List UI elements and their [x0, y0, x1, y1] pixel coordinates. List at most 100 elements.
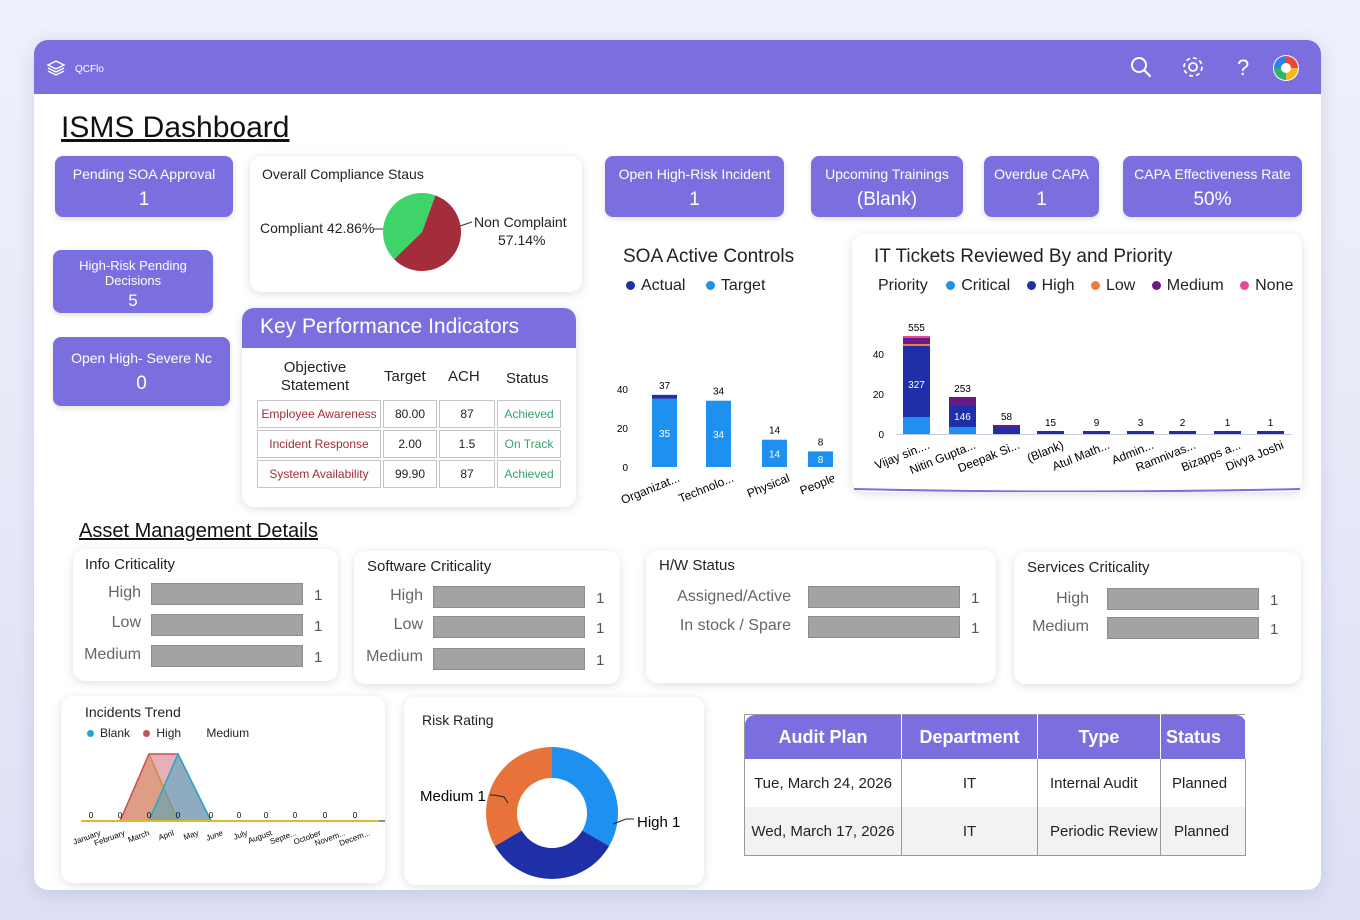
it-title: IT Tickets Reviewed By and Priority: [874, 246, 1173, 267]
incidents-title: Incidents Trend: [85, 704, 181, 720]
label-high: High 1: [637, 814, 680, 831]
bar-total-label: 58: [1001, 412, 1013, 423]
legend-critical: Critical: [961, 277, 1011, 294]
bar-value: 1: [971, 620, 980, 637]
cell-type: Internal Audit: [1037, 759, 1161, 807]
y-tick-label: 20: [873, 390, 885, 401]
bar-total-label: 1: [1268, 418, 1274, 429]
bar-value: 1: [1270, 621, 1279, 638]
x-tick-label: March: [127, 828, 151, 844]
legend-title: Priority: [878, 277, 928, 294]
hw-title: H/W Status: [659, 557, 735, 574]
bar-total-label: 37: [659, 381, 671, 392]
kpi-value: 5: [128, 291, 138, 310]
kpi-pending-soa[interactable]: Pending SOA Approval 1: [55, 156, 233, 217]
soa-title: SOA Active Controls: [623, 246, 795, 267]
audit-table: Audit Plan Department Type Status Tue, M…: [744, 714, 1246, 856]
kpi-table: Employee Awareness 80.00 87 Achieved Inc…: [255, 398, 563, 490]
donut-slice-low: [494, 830, 610, 879]
col-type: Type: [1037, 714, 1161, 759]
kpi-upcoming-trainings[interactable]: Upcoming Trainings (Blank): [811, 156, 963, 217]
compliance-pie: [374, 193, 473, 271]
col-status: Status: [506, 370, 549, 387]
kpi-value: 1: [689, 189, 700, 210]
cell-target: 2.00: [383, 430, 437, 458]
x-tick-label: Technolo...: [677, 471, 736, 504]
x-tick-label: Physical: [745, 471, 792, 501]
gear-icon[interactable]: [1180, 54, 1206, 80]
bar-label: Medium: [1032, 618, 1089, 635]
bar-value: 1: [1270, 592, 1279, 609]
leader-high: [612, 818, 634, 825]
bar-total-label: 2: [1180, 418, 1186, 429]
x-tick-label: May: [182, 828, 199, 842]
cell-objective: Incident Response: [257, 430, 381, 458]
cell-objective: System Availability: [257, 460, 381, 488]
bar-total-label: 555: [908, 323, 925, 334]
bar-high: [949, 406, 976, 427]
bar-high: [1257, 431, 1284, 434]
bar-value-label: 34: [713, 430, 725, 441]
kpi-label: Upcoming Trainings: [825, 166, 949, 182]
legend-dot-medium: [1151, 281, 1161, 291]
col-department: Department: [901, 714, 1038, 759]
legend-dot-actual: [626, 281, 635, 291]
kpi-table-header: [242, 308, 576, 348]
cell-audit-plan: Tue, March 24, 2026: [744, 759, 902, 807]
bar-value: 1: [314, 618, 323, 635]
help-icon[interactable]: ?: [1230, 54, 1256, 80]
cell-type: Periodic Review: [1037, 807, 1161, 856]
x-tick-label: July: [232, 828, 248, 841]
bar-value: 1: [596, 620, 605, 637]
audit-table-card: Audit Plan Department Type Status Tue, M…: [744, 714, 1246, 862]
legend-none: None: [1255, 277, 1294, 294]
bar-low: [151, 614, 303, 636]
kpi-open-high-risk-incident[interactable]: Open High-Risk Incident 1: [605, 156, 784, 217]
table-row[interactable]: Tue, March 24, 2026 IT Internal Audit Pl…: [744, 759, 1246, 807]
label-medium: Medium 1: [420, 788, 486, 805]
soa-legend: Actual Target: [626, 277, 765, 295]
soa-card: SOA Active Controls Actual Target 0 20 40 3…: [614, 234, 834, 504]
bar-label: Low: [111, 614, 141, 631]
bar-target: [808, 451, 833, 467]
table-row[interactable]: Wed, March 17, 2026 IT Periodic Review P…: [744, 807, 1246, 856]
zero-label: 0: [89, 811, 94, 820]
x-tick-label: June: [205, 828, 225, 843]
bar-target: [652, 398, 677, 467]
kpi-high-risk-pending[interactable]: High-Risk Pending Decisions 5: [53, 250, 213, 313]
leader-medium: [490, 794, 509, 804]
bar-medium: [151, 645, 303, 667]
kpi-value: 1: [138, 189, 150, 210]
kpi-open-high-severe[interactable]: Open High- Severe Nc 0: [53, 337, 230, 406]
bar-high: [1037, 431, 1064, 434]
search-icon[interactable]: [1128, 54, 1154, 80]
zero-label: 0: [264, 811, 269, 820]
logo-icon: [46, 58, 66, 83]
zero-label: 0: [176, 811, 181, 820]
cell-ach: 87: [439, 460, 495, 488]
kpi-value: 1: [1036, 189, 1047, 210]
bar-label: Medium: [366, 648, 423, 665]
bar-medium: [433, 648, 585, 670]
cell-department: IT: [901, 807, 1038, 856]
bar-medium: [1107, 617, 1259, 639]
cell-target: 99.90: [383, 460, 437, 488]
table-row: System Availability 99.90 87 Achieved: [257, 460, 561, 488]
kpi-label: Overdue CAPA: [994, 166, 1089, 182]
bar-assigned: [808, 586, 960, 608]
kpi-overdue-capa[interactable]: Overdue CAPA 1: [984, 156, 1099, 217]
kpi-capa-effectiveness[interactable]: CAPA Effectiveness Rate 50%: [1123, 156, 1302, 217]
legend-high: High: [156, 726, 182, 740]
kpi-label: High-Risk Pending Decisions: [79, 258, 187, 288]
donut-slice-high: [552, 747, 618, 846]
avatar[interactable]: [1272, 54, 1299, 81]
kpi-value: (Blank): [856, 189, 918, 210]
bar-value: 1: [314, 649, 323, 666]
bar-total-label: 253: [954, 384, 971, 395]
legend-dot-critical: [946, 281, 956, 291]
incidents-trend-card: Incidents Trend Blank High Medium 0 0 0 0 0 0…: [61, 696, 385, 883]
bar-critical: [949, 427, 976, 434]
